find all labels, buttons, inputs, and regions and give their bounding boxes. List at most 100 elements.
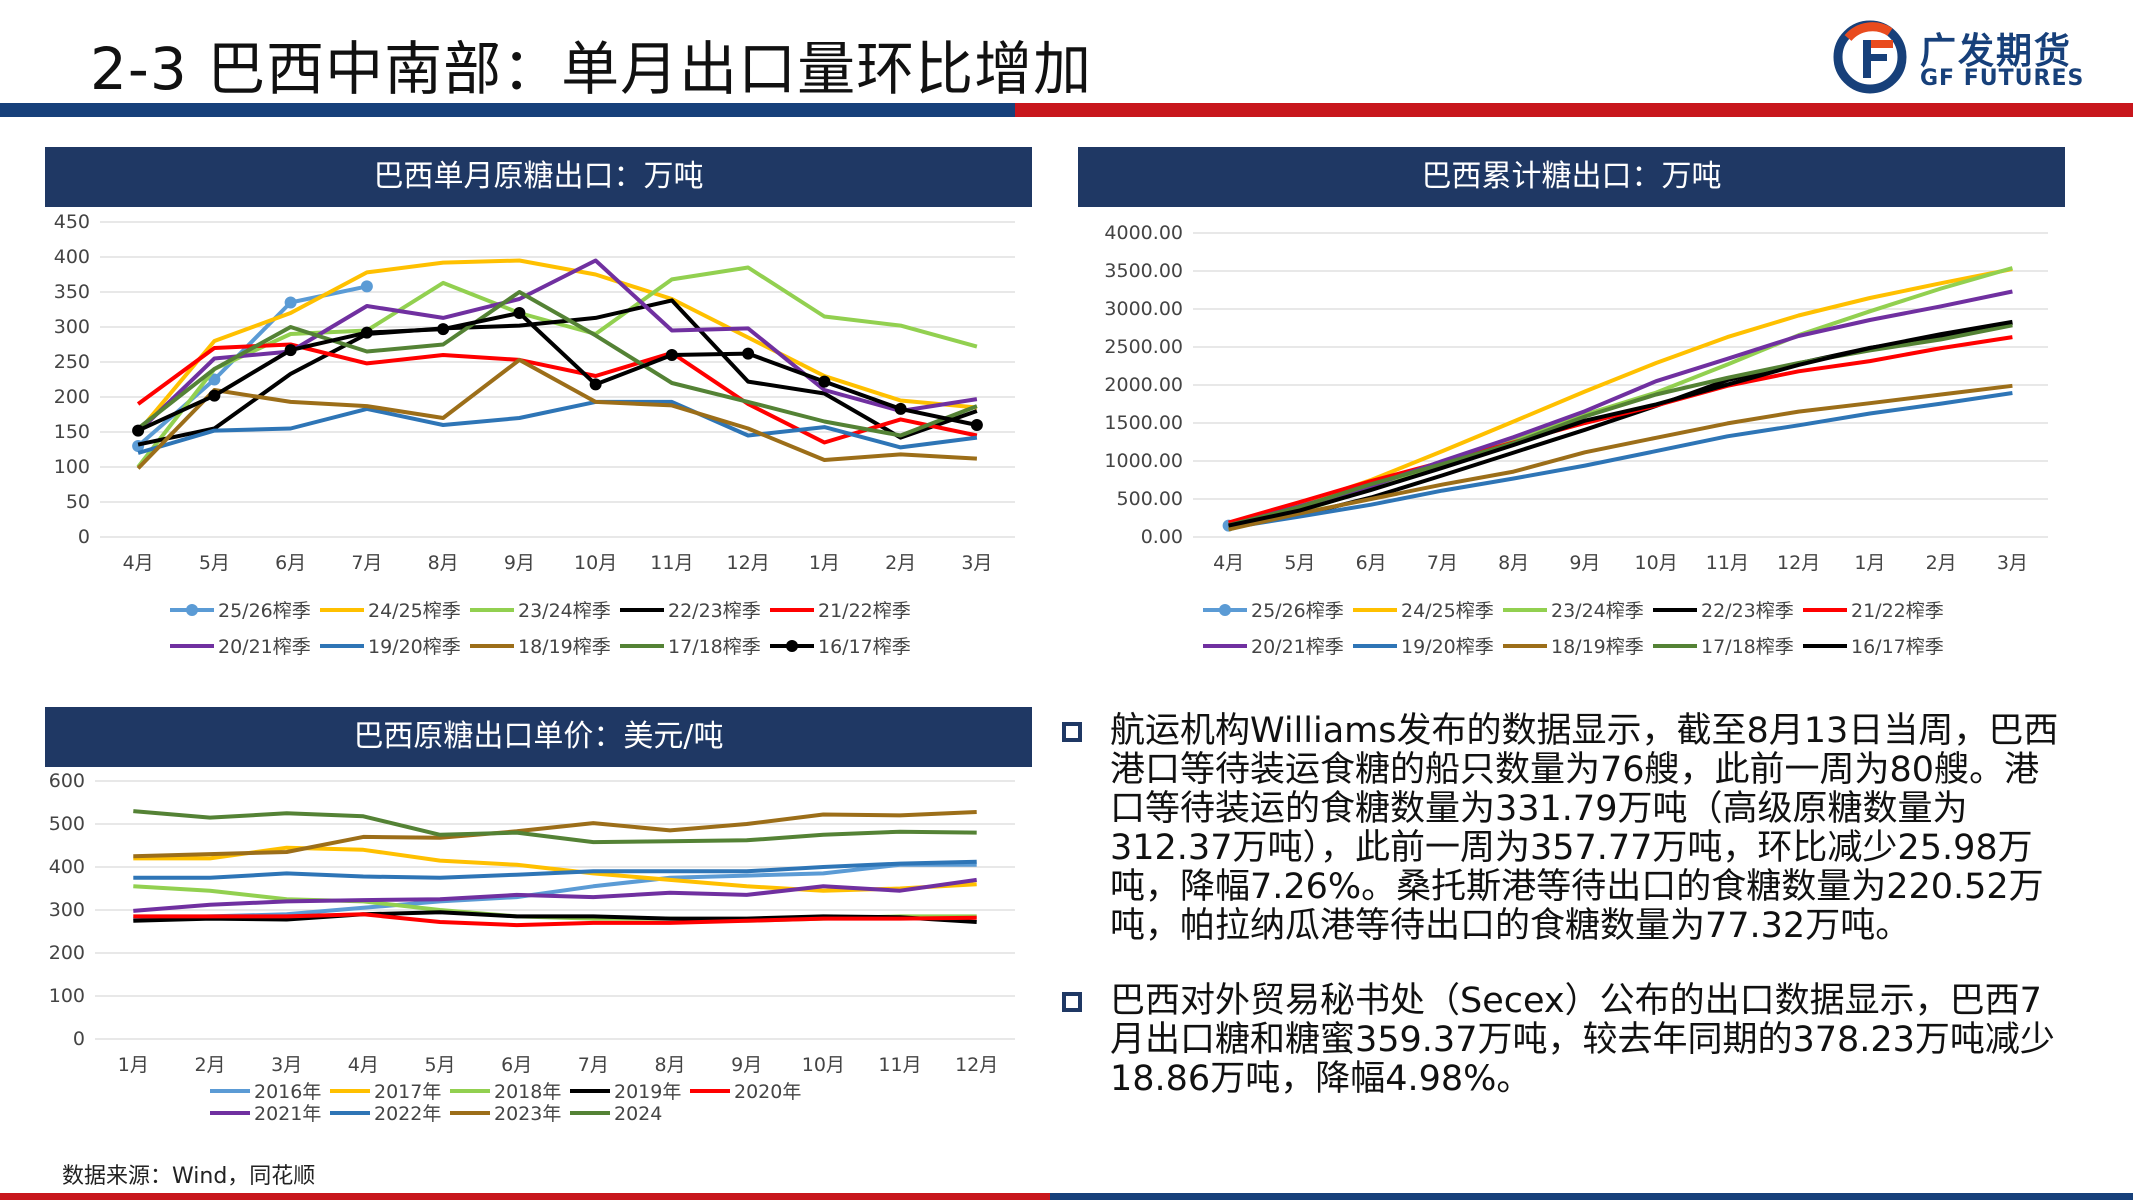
x-tick-label: 4月 [348,1054,379,1076]
series-line [1228,391,2013,530]
x-tick-label: 4月 [1213,552,1244,574]
y-tick-label: 1000.00 [1104,450,1183,472]
x-tick-label: 11月 [1706,552,1749,574]
y-tick-label: 300 [49,899,85,921]
legend-label: 21/22榨季 [818,600,911,622]
x-tick-label: 3月 [961,552,992,574]
legend-marker [1219,604,1231,616]
y-tick-label: 0.00 [1141,526,1183,548]
bullet-item: 航运机构Williams发布的数据显示，截至8月13日当周，巴西港口等待装运食糖… [1060,712,2070,946]
x-tick-label: 2月 [1926,552,1957,574]
series-line [133,809,977,845]
logo-text-en: GF FUTURES [1920,66,2085,91]
y-tick-label: 50 [66,491,90,513]
data-source: 数据来源：Wind，同花顺 [62,1164,316,1189]
legend-label: 20/21榨季 [1251,636,1344,658]
legend-label: 17/18榨季 [1701,636,1794,658]
series-line [136,258,978,434]
series-point [284,344,297,357]
y-tick-label: 150 [54,421,90,443]
legend-label: 16/17榨季 [818,636,911,658]
legend-label: 22/23榨季 [668,600,761,622]
x-tick-label: 9月 [504,552,535,574]
series-line [136,290,978,438]
chart-1-title: 巴西单月原糖出口：万吨 [45,147,1032,207]
series-line [133,910,977,924]
legend-label: 24/25榨季 [1401,600,1494,622]
legend-label: 2016年 [254,1081,321,1103]
y-tick-label: 100 [49,985,85,1007]
gf-logo-icon [1833,20,1907,94]
legend-label: 22/23榨季 [1701,600,1794,622]
series-point [284,296,297,309]
series-line [136,258,978,434]
legend-label: 19/20榨季 [368,636,461,658]
chart-raw-sugar-export-price: 0 100 200 300 400 500 600 1月 2月 3月 4月 5月 6月 7月 8月 9月 10月… [49,770,1015,1125]
legend-label: 2018年 [494,1081,561,1103]
x-tick-label: 6月 [501,1054,532,1076]
x-tick-label: 1月 [1854,552,1885,574]
y-tick-label: 2000.00 [1104,374,1183,396]
x-tick-label: 1月 [118,1054,149,1076]
x-tick-label: 3月 [271,1054,302,1076]
series-line [1228,319,2013,528]
series-point [894,402,907,415]
bullet-text: 航运机构Williams发布的数据显示，截至8月13日当周，巴西港口等待装运食糖… [1110,711,2059,946]
chart-2-title: 巴西累计糖出口：万吨 [1078,147,2065,207]
legend-label: 20/21榨季 [218,636,311,658]
x-tick-label: 1月 [809,552,840,574]
series-point [665,349,678,361]
y-tick-label: 300 [54,316,90,338]
series-point [589,378,602,391]
series-line [133,877,977,913]
x-tick-label: 10月 [1635,552,1678,574]
series-point [970,419,983,431]
footer-divider [0,1193,2133,1200]
chart-cumulative-sugar-export: 0.00 500.00 1000.00 1500.00 2000.00 2500.00 30… [1104,222,2048,658]
legend-label: 19/20榨季 [1401,636,1494,658]
header-divider [0,103,2133,117]
legend-label: 18/19榨季 [518,636,611,658]
legend-label: 2019年 [614,1081,681,1103]
series-line [136,357,978,470]
series-line [1228,323,2013,528]
series-line [133,845,977,893]
series-point [818,375,831,388]
x-tick-label: 8月 [428,552,459,574]
y-tick-label: 500 [49,813,85,835]
x-tick-label: 5月 [424,1054,455,1076]
series-point [437,323,450,336]
x-tick-label: 12月 [727,552,770,574]
y-tick-label: 450 [54,211,90,233]
legend-label: 2017年 [374,1081,441,1103]
logo-text-cn: 广发期货 [1920,31,2073,72]
legend-label: 2022年 [374,1103,441,1125]
x-tick-label: 7月 [578,1054,609,1076]
y-tick-label: 4000.00 [1104,222,1183,244]
bullet-item: 巴西对外贸易秘书处（Secex）公布的出口数据显示，巴西7月出口糖和糖蜜359.… [1060,982,2070,1099]
x-tick-label: 10月 [802,1054,845,1076]
legend-label: 17/18榨季 [668,636,761,658]
series-point [513,307,526,319]
x-tick-label: 12月 [1777,552,1820,574]
legend-label: 18/19榨季 [1551,636,1644,658]
x-tick-label: 8月 [654,1054,685,1076]
legend-label: 2021年 [254,1103,321,1125]
x-tick-label: 7月 [351,552,382,574]
x-tick-label: 12月 [955,1054,998,1076]
x-tick-label: 8月 [1498,552,1529,574]
y-tick-label: 0 [73,1028,85,1050]
legend-label: 23/24榨季 [1551,600,1644,622]
bullet-square-icon [1062,722,1082,742]
y-tick-label: 3000.00 [1104,298,1183,320]
y-tick-label: 3500.00 [1104,260,1183,282]
legend-label: 16/17榨季 [1851,636,1944,658]
y-tick-label: 400 [49,856,85,878]
legend-label: 2023年 [494,1103,561,1125]
bullet-text: 巴西对外贸易秘书处（Secex）公布的出口数据显示，巴西7月出口糖和糖蜜359.… [1110,981,2055,1099]
x-tick-label: 11月 [650,552,693,574]
series-point [208,373,221,386]
series-line [137,399,978,455]
commentary: 航运机构Williams发布的数据显示，截至8月13日当周，巴西港口等待装运食糖… [1060,712,2070,1135]
bullet-square-icon [1062,992,1082,1012]
